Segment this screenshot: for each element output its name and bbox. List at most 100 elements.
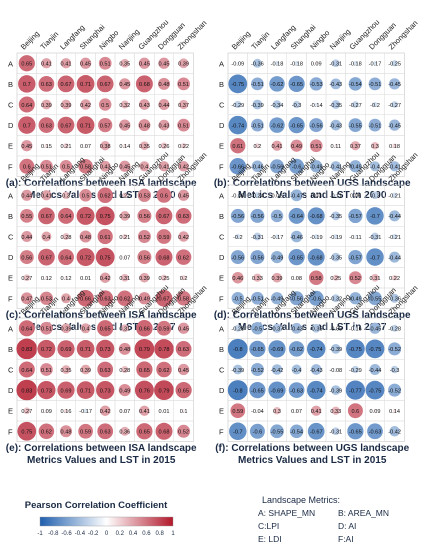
correlation-label: -0.27	[349, 103, 362, 109]
correlation-circle	[348, 77, 363, 91]
correlation-label: 0.45	[178, 327, 189, 333]
correlation-circle	[98, 117, 113, 133]
correlation-label: 0.4	[62, 297, 70, 303]
correlation-label: 0.52	[350, 276, 361, 282]
correlation-label: -0.37	[271, 327, 284, 333]
correlation-circle	[84, 144, 88, 148]
correlation-circle	[249, 340, 266, 358]
row-label: F	[8, 427, 13, 436]
correlation-label: 0.35	[61, 368, 72, 374]
correlation-label: 0.49	[139, 297, 150, 303]
correlation-circle	[389, 210, 401, 222]
correlation-circle	[134, 380, 154, 400]
correlation-label: 0.6	[352, 409, 360, 415]
correlation-label: 0.5	[62, 165, 70, 171]
correlation-circle	[352, 101, 359, 108]
correlation-circle	[84, 276, 88, 280]
correlation-circle	[227, 380, 248, 401]
correlation-label: 0.01	[80, 276, 91, 282]
correlation-circle	[40, 363, 53, 376]
correlation-label: 0.49	[119, 388, 130, 394]
correlation-circle	[96, 380, 115, 400]
correlation-label: 0.43	[100, 165, 111, 171]
correlation-circle	[307, 248, 325, 266]
correlation-circle	[77, 290, 94, 307]
colorbar-tick-label: -0.4	[75, 531, 86, 537]
colorbar-tick-label: 0	[105, 531, 109, 537]
correlation-circle	[270, 250, 284, 264]
correlation-circle	[160, 274, 168, 281]
correlation-label: -0.65	[290, 255, 303, 261]
correlation-label: 0.39	[61, 103, 72, 109]
correlation-label: 0.2	[254, 144, 262, 150]
correlation-label: -0.31	[329, 62, 342, 68]
heatmap-panel-5: BeijingTianjinLangfangShanghaiNingboNanj…	[6, 283, 209, 466]
correlation-label: -0.75	[231, 82, 244, 88]
correlation-label: -0.44	[369, 368, 382, 374]
correlation-label: -0.54	[349, 82, 362, 88]
correlation-label: -0.53	[310, 82, 323, 88]
correlation-circle	[295, 409, 299, 413]
correlation-circle	[76, 381, 95, 399]
panel-caption-line1: (d): Correlations between UGS landscape	[214, 310, 411, 321]
correlation-circle	[371, 273, 379, 282]
correlation-circle	[177, 118, 190, 132]
correlation-circle	[228, 115, 248, 135]
correlation-circle	[389, 426, 400, 437]
correlation-circle	[313, 234, 319, 239]
correlation-circle	[252, 58, 262, 68]
correlation-circle	[175, 249, 192, 265]
correlation-circle	[137, 250, 152, 265]
correlation-circle	[231, 292, 245, 305]
correlation-circle	[330, 161, 341, 172]
correlation-label: 0.39	[41, 103, 52, 109]
correlation-circle	[288, 382, 305, 398]
correlation-circle	[272, 272, 282, 283]
correlation-label: -0.35	[329, 103, 342, 109]
correlation-label: 0.15	[41, 144, 52, 150]
row-label: F	[219, 294, 224, 303]
legend-item-b: B: AREA_MN	[338, 508, 389, 518]
row-label: A	[219, 59, 224, 68]
correlation-label: 0.09	[370, 409, 381, 415]
correlation-label: 0.64	[61, 214, 72, 220]
correlation-circle	[40, 321, 53, 335]
correlation-label: 0.07	[291, 409, 302, 415]
correlation-label: -0.63	[290, 388, 303, 394]
correlation-label: 0.09	[311, 62, 322, 68]
correlation-circle	[137, 230, 151, 243]
correlation-circle	[366, 248, 384, 266]
correlation-circle	[232, 364, 243, 375]
correlation-label: 0.69	[61, 347, 72, 353]
correlation-label: 0.69	[61, 388, 72, 394]
correlation-label: 0.45	[178, 368, 189, 374]
correlation-circle	[23, 274, 31, 282]
correlation-label: 0.66	[139, 327, 150, 333]
correlation-label: 0.3	[371, 144, 379, 150]
correlation-label: 0.68	[139, 82, 150, 88]
correlation-label: -0.56	[271, 165, 284, 171]
correlation-label: 0.22	[389, 276, 400, 282]
correlation-circle	[227, 338, 248, 359]
correlation-label: -0.75	[369, 388, 382, 394]
row-label: A	[8, 191, 13, 200]
correlation-label: -0.43	[329, 123, 342, 129]
correlation-circle	[353, 326, 358, 331]
correlation-circle	[348, 271, 362, 285]
correlation-circle	[122, 233, 128, 240]
correlation-circle	[250, 208, 265, 223]
correlation-label: 0.62	[100, 194, 111, 200]
correlation-label: 0.48	[119, 347, 130, 353]
correlation-label: -0.39	[329, 347, 342, 353]
correlation-label: -0.69	[271, 347, 284, 353]
correlation-circle	[123, 255, 127, 259]
legend-item-c: C:LPI	[258, 521, 279, 531]
correlation-circle	[373, 409, 377, 413]
correlation-label: 0.12	[41, 276, 52, 282]
correlation-circle	[288, 75, 305, 93]
correlation-circle	[97, 187, 113, 204]
correlation-label: 0.44	[21, 194, 32, 200]
correlation-circle	[57, 340, 75, 358]
correlation-circle	[288, 341, 305, 357]
correlation-circle	[388, 78, 401, 90]
